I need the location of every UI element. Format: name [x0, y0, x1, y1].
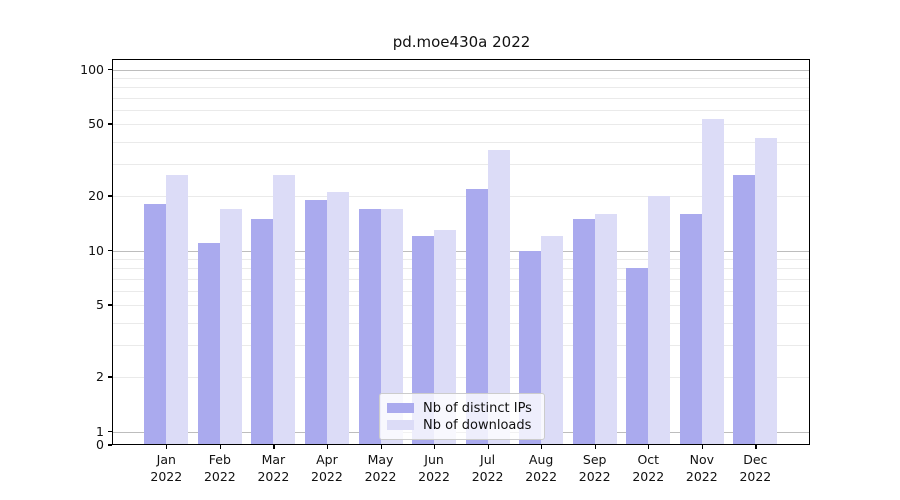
bar-downloads-apr	[326, 192, 349, 445]
x-label-feb: Feb 2022	[203, 452, 236, 484]
y-tick-20	[108, 195, 112, 197]
bar-downloads-jul	[487, 149, 510, 445]
x-tick-oct	[648, 445, 650, 449]
x-label-jun: Jun 2022	[418, 452, 450, 484]
y-label-0: 0	[96, 437, 104, 452]
bar-distinct-ips-sep	[572, 218, 595, 445]
bar-downloads-dec	[755, 137, 778, 445]
gridline-major-100	[113, 69, 809, 71]
gridline-minor-8	[113, 268, 809, 270]
bar-downloads-feb	[219, 208, 242, 445]
bar-distinct-ips-feb	[197, 243, 220, 445]
y-label-50: 50	[88, 115, 104, 131]
gridline-minor-40	[113, 141, 809, 143]
gridline-minor-6	[113, 290, 809, 292]
x-tick-jan	[166, 445, 168, 449]
bar-downloads-jan	[166, 175, 189, 445]
bar-downloads-nov	[701, 119, 724, 445]
y-tick-2	[108, 376, 112, 378]
bar-downloads-oct	[648, 196, 671, 445]
x-tick-feb	[219, 445, 222, 449]
gridline-minor-7	[113, 278, 809, 280]
bar-distinct-ips-jun	[412, 236, 435, 445]
y-label-20: 20	[88, 188, 104, 203]
gridline-minor-50	[113, 123, 809, 125]
gridline-minor-30	[113, 164, 809, 166]
y-label-1: 1	[96, 423, 104, 439]
gridline-minor-60	[113, 109, 809, 111]
bar-downloads-may	[380, 208, 403, 445]
bar-distinct-ips-nov	[679, 213, 702, 445]
plot-area-border	[112, 59, 810, 445]
gridline-minor-70	[113, 97, 809, 99]
y-label-5: 5	[96, 296, 104, 312]
x-label-apr: Apr 2022	[311, 452, 343, 484]
y-tick-50	[108, 123, 112, 125]
x-tick-jul	[487, 445, 489, 449]
y-tick-100	[108, 68, 112, 71]
x-tick-dec	[755, 445, 757, 449]
legend-label-distinct-ips: Nb of distinct IPs	[423, 400, 532, 416]
chart-title: pd.moe430a 2022	[392, 33, 531, 51]
bar-distinct-ips-may	[358, 208, 381, 445]
bar-downloads-aug	[541, 236, 564, 445]
x-label-sep: Sep 2022	[578, 452, 611, 484]
x-tick-may	[380, 445, 382, 449]
gridline-minor-9	[113, 258, 809, 260]
x-label-mar: Mar 2022	[257, 452, 290, 484]
bar-distinct-ips-jan	[144, 204, 167, 445]
y-tick-0	[108, 444, 112, 446]
x-label-jul: Jul 2022	[471, 452, 504, 484]
bar-downloads-jun	[434, 229, 457, 445]
y-tick-10	[108, 249, 112, 252]
legend-row-distinct-ips: Nb of distinct IPs	[387, 400, 536, 416]
x-tick-sep	[594, 445, 596, 449]
legend-label-downloads: Nb of downloads	[423, 417, 532, 433]
x-label-oct: Oct 2022	[632, 452, 665, 484]
y-label-2: 2	[96, 369, 104, 384]
x-label-may: May 2022	[364, 452, 397, 484]
bar-distinct-ips-mar	[251, 218, 274, 445]
bar-downloads-sep	[594, 213, 617, 445]
legend-swatch-downloads	[387, 420, 414, 430]
x-label-jan: Jan 2022	[150, 452, 183, 484]
bar-distinct-ips-oct	[626, 268, 649, 445]
gridline-minor-90	[113, 77, 809, 79]
bar-distinct-ips-apr	[304, 200, 327, 445]
x-tick-nov	[701, 445, 703, 449]
gridline-minor-5	[113, 304, 809, 306]
bar-distinct-ips-jul	[465, 188, 488, 445]
gridline-minor-20	[113, 196, 809, 197]
gridline-minor-4	[113, 322, 809, 324]
x-tick-mar	[273, 445, 275, 449]
legend-swatch-distinct-ips	[387, 403, 414, 413]
bar-distinct-ips-dec	[733, 175, 756, 445]
x-label-dec: Dec 2022	[739, 452, 772, 484]
gridline-minor-2	[113, 377, 809, 378]
x-label-nov: Nov 2022	[685, 452, 718, 484]
gridline-minor-80	[113, 87, 809, 89]
bar-downloads-mar	[273, 175, 296, 445]
y-tick-1	[108, 430, 112, 433]
y-label-10: 10	[88, 242, 104, 258]
legend-row-downloads: Nb of downloads	[387, 417, 536, 433]
x-label-aug: Aug 2022	[525, 452, 558, 484]
y-label-100: 100	[80, 61, 104, 77]
legend: Nb of distinct IPs Nb of downloads	[379, 393, 545, 440]
x-tick-aug	[541, 445, 543, 449]
gridline-minor-3	[113, 345, 809, 347]
x-tick-jun	[434, 445, 436, 449]
gridline-major-10	[113, 250, 809, 252]
x-tick-apr	[326, 445, 329, 449]
y-tick-5	[108, 304, 112, 306]
